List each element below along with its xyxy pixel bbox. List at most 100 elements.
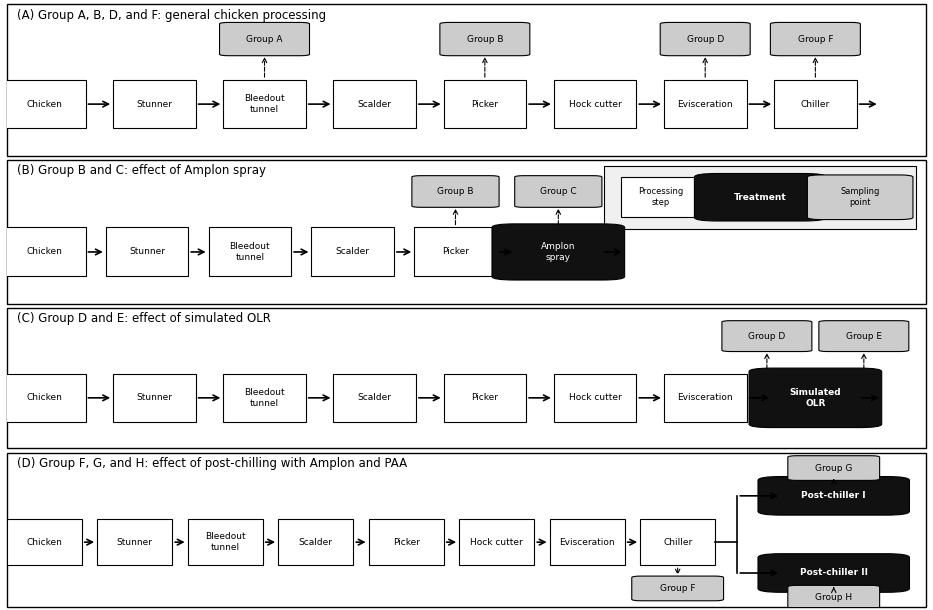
Text: Evisceration: Evisceration bbox=[677, 99, 733, 109]
Text: Scalder: Scalder bbox=[299, 537, 333, 547]
FancyBboxPatch shape bbox=[7, 519, 82, 565]
Text: Picker: Picker bbox=[471, 99, 498, 109]
Text: Scalder: Scalder bbox=[357, 99, 392, 109]
Text: Chiller: Chiller bbox=[801, 99, 830, 109]
FancyBboxPatch shape bbox=[807, 175, 913, 220]
Text: Group F: Group F bbox=[798, 35, 833, 43]
FancyBboxPatch shape bbox=[208, 228, 291, 276]
Text: Treatment: Treatment bbox=[734, 193, 787, 202]
FancyBboxPatch shape bbox=[787, 586, 880, 610]
Text: Bleedout
tunnel: Bleedout tunnel bbox=[244, 94, 285, 114]
Text: Group D: Group D bbox=[748, 332, 786, 340]
Text: Group B: Group B bbox=[438, 187, 474, 196]
Text: Group C: Group C bbox=[540, 187, 577, 196]
Text: Hock cutter: Hock cutter bbox=[568, 99, 621, 109]
Text: (A) Group A, B, D, and F: general chicken processing: (A) Group A, B, D, and F: general chicke… bbox=[17, 9, 326, 22]
FancyBboxPatch shape bbox=[7, 308, 926, 448]
Text: Hock cutter: Hock cutter bbox=[568, 393, 621, 403]
FancyBboxPatch shape bbox=[113, 374, 196, 422]
FancyBboxPatch shape bbox=[632, 576, 724, 601]
FancyBboxPatch shape bbox=[664, 374, 746, 422]
FancyBboxPatch shape bbox=[640, 519, 716, 565]
Text: Chiller: Chiller bbox=[663, 537, 692, 547]
FancyBboxPatch shape bbox=[369, 519, 444, 565]
FancyBboxPatch shape bbox=[7, 453, 926, 607]
FancyBboxPatch shape bbox=[312, 228, 394, 276]
FancyBboxPatch shape bbox=[621, 177, 700, 217]
FancyBboxPatch shape bbox=[749, 368, 882, 428]
FancyBboxPatch shape bbox=[774, 80, 856, 128]
Text: Bleedout
tunnel: Bleedout tunnel bbox=[230, 242, 271, 262]
FancyBboxPatch shape bbox=[278, 519, 354, 565]
FancyBboxPatch shape bbox=[722, 321, 812, 351]
Text: Evisceration: Evisceration bbox=[560, 537, 615, 547]
Text: Chicken: Chicken bbox=[26, 393, 63, 403]
FancyBboxPatch shape bbox=[664, 80, 746, 128]
Text: Chicken: Chicken bbox=[26, 248, 63, 256]
FancyBboxPatch shape bbox=[787, 456, 880, 481]
FancyBboxPatch shape bbox=[219, 23, 310, 56]
FancyBboxPatch shape bbox=[758, 476, 910, 515]
Text: Stunner: Stunner bbox=[117, 537, 153, 547]
Text: (C) Group D and E: effect of simulated OLR: (C) Group D and E: effect of simulated O… bbox=[17, 312, 271, 325]
Text: Hock cutter: Hock cutter bbox=[470, 537, 523, 547]
Text: Bleedout
tunnel: Bleedout tunnel bbox=[205, 532, 245, 552]
Text: Group A: Group A bbox=[246, 35, 283, 43]
FancyBboxPatch shape bbox=[411, 176, 499, 207]
FancyBboxPatch shape bbox=[7, 160, 926, 304]
Text: Stunner: Stunner bbox=[136, 393, 173, 403]
FancyBboxPatch shape bbox=[694, 173, 826, 221]
Text: Stunner: Stunner bbox=[136, 99, 173, 109]
FancyBboxPatch shape bbox=[333, 80, 416, 128]
FancyBboxPatch shape bbox=[3, 374, 86, 422]
FancyBboxPatch shape bbox=[605, 165, 916, 229]
FancyBboxPatch shape bbox=[553, 80, 636, 128]
FancyBboxPatch shape bbox=[553, 374, 636, 422]
FancyBboxPatch shape bbox=[7, 4, 926, 156]
FancyBboxPatch shape bbox=[771, 23, 860, 56]
FancyBboxPatch shape bbox=[223, 80, 306, 128]
Text: Post-chiller II: Post-chiller II bbox=[800, 569, 868, 578]
FancyBboxPatch shape bbox=[3, 228, 86, 276]
Text: Post-chiller I: Post-chiller I bbox=[801, 491, 866, 500]
Text: Group H: Group H bbox=[815, 593, 852, 602]
Text: Picker: Picker bbox=[442, 248, 469, 256]
Text: Bleedout
tunnel: Bleedout tunnel bbox=[244, 388, 285, 408]
Text: Simulated
OLR: Simulated OLR bbox=[789, 388, 842, 408]
FancyBboxPatch shape bbox=[3, 80, 86, 128]
Text: Group D: Group D bbox=[687, 35, 724, 43]
FancyBboxPatch shape bbox=[188, 519, 263, 565]
Text: Sampling
point: Sampling point bbox=[841, 187, 880, 207]
Text: Amplon
spray: Amplon spray bbox=[541, 242, 576, 262]
FancyBboxPatch shape bbox=[819, 321, 909, 351]
Text: Chicken: Chicken bbox=[26, 99, 63, 109]
Text: (D) Group F, G, and H: effect of post-chilling with Amplon and PAA: (D) Group F, G, and H: effect of post-ch… bbox=[17, 458, 407, 470]
Text: Group E: Group E bbox=[846, 332, 882, 340]
Text: Group F: Group F bbox=[660, 584, 695, 593]
FancyBboxPatch shape bbox=[443, 80, 526, 128]
FancyBboxPatch shape bbox=[414, 228, 496, 276]
Text: Scalder: Scalder bbox=[357, 393, 392, 403]
Text: (B) Group B and C: effect of Amplon spray: (B) Group B and C: effect of Amplon spra… bbox=[17, 164, 266, 177]
FancyBboxPatch shape bbox=[459, 519, 535, 565]
FancyBboxPatch shape bbox=[515, 176, 602, 207]
FancyBboxPatch shape bbox=[113, 80, 196, 128]
FancyBboxPatch shape bbox=[97, 519, 173, 565]
Text: Picker: Picker bbox=[471, 393, 498, 403]
FancyBboxPatch shape bbox=[550, 519, 625, 565]
FancyBboxPatch shape bbox=[758, 554, 910, 592]
Text: Processing
step: Processing step bbox=[638, 187, 683, 207]
Text: Picker: Picker bbox=[393, 537, 420, 547]
Text: Scalder: Scalder bbox=[336, 248, 369, 256]
FancyBboxPatch shape bbox=[661, 23, 750, 56]
Text: Group G: Group G bbox=[815, 464, 853, 473]
FancyBboxPatch shape bbox=[492, 224, 624, 280]
FancyBboxPatch shape bbox=[333, 374, 416, 422]
Text: Chicken: Chicken bbox=[26, 537, 63, 547]
Text: Evisceration: Evisceration bbox=[677, 393, 733, 403]
FancyBboxPatch shape bbox=[223, 374, 306, 422]
Text: Group B: Group B bbox=[466, 35, 503, 43]
FancyBboxPatch shape bbox=[443, 374, 526, 422]
FancyBboxPatch shape bbox=[439, 23, 530, 56]
Text: Stunner: Stunner bbox=[129, 248, 165, 256]
